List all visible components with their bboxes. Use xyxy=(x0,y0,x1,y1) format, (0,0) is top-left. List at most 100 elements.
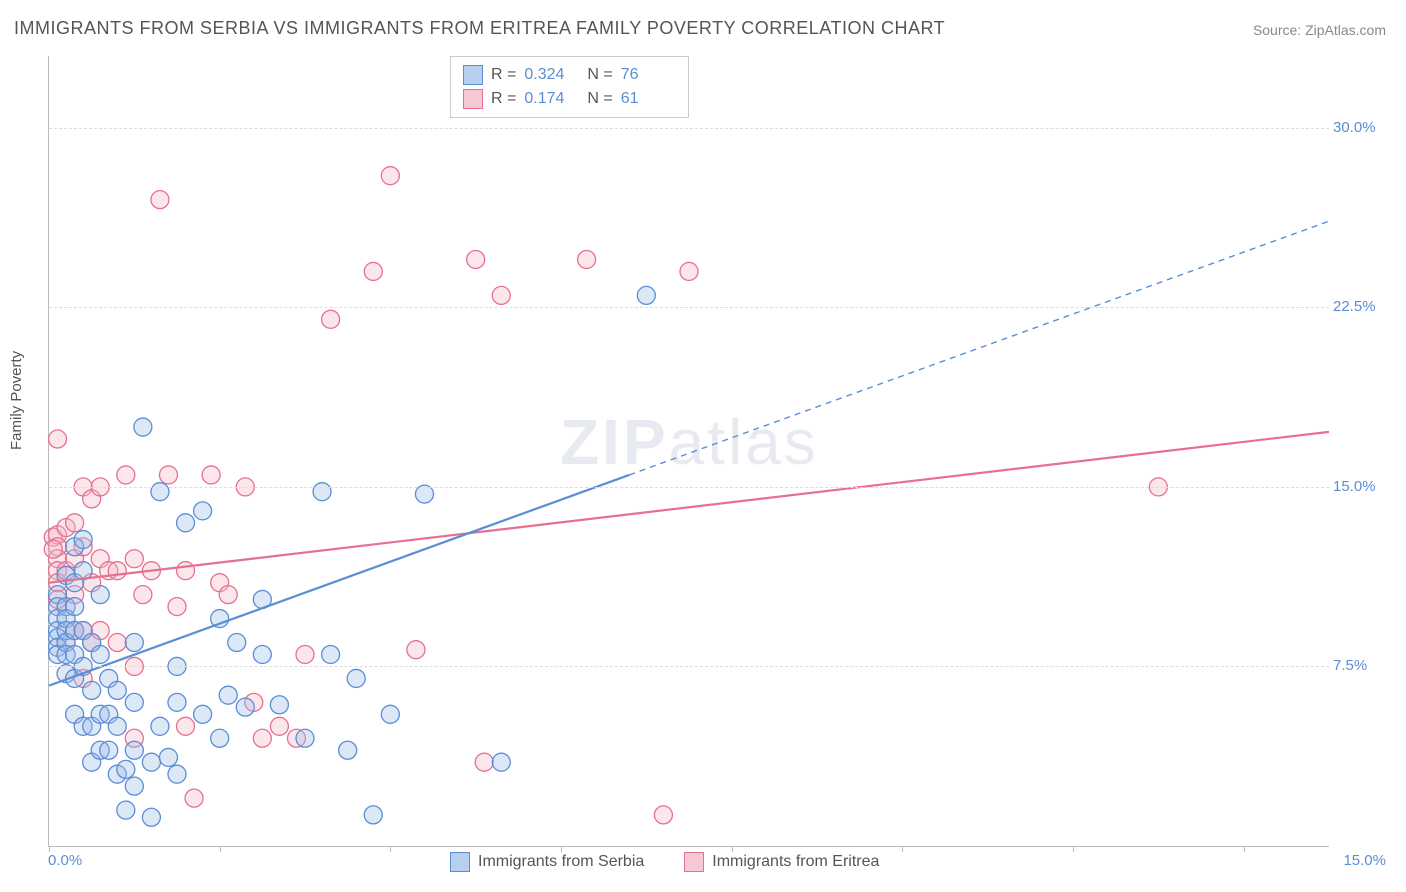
stats-row-serbia: R = 0.324 N = 76 xyxy=(463,63,676,87)
data-point xyxy=(134,418,152,436)
data-point xyxy=(125,634,143,652)
data-point xyxy=(253,729,271,747)
data-point xyxy=(134,586,152,604)
data-point xyxy=(168,598,186,616)
data-point xyxy=(66,598,84,616)
gridline xyxy=(49,666,1329,667)
data-point xyxy=(296,729,314,747)
data-point xyxy=(108,717,126,735)
regression-line-dashed xyxy=(629,221,1329,475)
data-point xyxy=(194,705,212,723)
data-point xyxy=(194,502,212,520)
data-point xyxy=(381,167,399,185)
x-tick-mark xyxy=(902,846,903,852)
legend-item-serbia: Immigrants from Serbia xyxy=(450,852,644,872)
y-tick-label: 22.5% xyxy=(1333,298,1393,315)
data-point xyxy=(117,466,135,484)
data-point xyxy=(159,748,177,766)
x-tick-mark xyxy=(220,846,221,852)
data-point xyxy=(66,514,84,532)
r-label: R = xyxy=(491,87,516,111)
data-point xyxy=(253,645,271,663)
n-label: N = xyxy=(587,63,612,87)
data-point xyxy=(83,681,101,699)
data-point xyxy=(339,741,357,759)
swatch-pink-icon xyxy=(684,852,704,872)
legend-item-eritrea: Immigrants from Eritrea xyxy=(684,852,879,872)
stats-legend: R = 0.324 N = 76 R = 0.174 N = 61 xyxy=(450,56,689,118)
data-point xyxy=(364,262,382,280)
data-point xyxy=(654,806,672,824)
data-point xyxy=(159,466,177,484)
x-tick-end: 15.0% xyxy=(1343,852,1386,869)
data-point xyxy=(202,466,220,484)
data-point xyxy=(142,808,160,826)
data-point xyxy=(637,286,655,304)
data-point xyxy=(177,514,195,532)
chart-container: IMMIGRANTS FROM SERBIA VS IMMIGRANTS FRO… xyxy=(0,0,1406,892)
data-point xyxy=(185,789,203,807)
data-point xyxy=(467,250,485,268)
data-point xyxy=(475,753,493,771)
data-point xyxy=(168,693,186,711)
data-point xyxy=(125,741,143,759)
gridline xyxy=(49,128,1329,129)
data-point xyxy=(74,531,92,549)
x-tick-mark xyxy=(1244,846,1245,852)
data-point xyxy=(91,586,109,604)
data-point xyxy=(177,562,195,580)
data-point xyxy=(125,550,143,568)
eritrea-label: Immigrants from Eritrea xyxy=(712,853,879,871)
serbia-n-value: 76 xyxy=(621,63,676,87)
x-tick-mark xyxy=(390,846,391,852)
gridline xyxy=(49,307,1329,308)
data-point xyxy=(125,693,143,711)
data-point xyxy=(168,765,186,783)
data-point xyxy=(108,562,126,580)
source-label: Source: ZipAtlas.com xyxy=(1253,22,1386,38)
data-point xyxy=(364,806,382,824)
gridline xyxy=(49,487,1329,488)
x-tick-start: 0.0% xyxy=(48,852,82,869)
data-point xyxy=(100,741,118,759)
data-point xyxy=(270,696,288,714)
scatter-plot-svg xyxy=(49,56,1329,846)
data-point xyxy=(177,717,195,735)
y-tick-label: 15.0% xyxy=(1333,478,1393,495)
r-label: R = xyxy=(491,63,516,87)
serbia-r-value: 0.324 xyxy=(524,63,579,87)
data-point xyxy=(296,645,314,663)
data-point xyxy=(117,760,135,778)
data-point xyxy=(117,801,135,819)
data-point xyxy=(347,669,365,687)
plot-area: 7.5%15.0%22.5%30.0% xyxy=(48,56,1329,847)
x-tick-mark xyxy=(1073,846,1074,852)
data-point xyxy=(108,681,126,699)
y-tick-label: 30.0% xyxy=(1333,119,1393,136)
data-point xyxy=(151,483,169,501)
data-point xyxy=(270,717,288,735)
data-point xyxy=(219,586,237,604)
regression-line xyxy=(49,432,1329,583)
data-point xyxy=(381,705,399,723)
data-point xyxy=(108,634,126,652)
serbia-label: Immigrants from Serbia xyxy=(478,853,644,871)
data-point xyxy=(578,250,596,268)
data-point xyxy=(313,483,331,501)
data-point xyxy=(44,540,62,558)
n-label: N = xyxy=(587,87,612,111)
data-point xyxy=(49,430,67,448)
y-axis-label: Family Poverty xyxy=(8,351,25,450)
data-point xyxy=(492,753,510,771)
swatch-blue-icon xyxy=(450,852,470,872)
eritrea-n-value: 61 xyxy=(621,87,676,111)
data-point xyxy=(236,698,254,716)
data-point xyxy=(407,641,425,659)
y-tick-label: 7.5% xyxy=(1333,657,1393,674)
chart-title: IMMIGRANTS FROM SERBIA VS IMMIGRANTS FRO… xyxy=(14,18,945,39)
data-point xyxy=(211,729,229,747)
series-legend: Immigrants from Serbia Immigrants from E… xyxy=(450,852,879,872)
data-point xyxy=(219,686,237,704)
data-point xyxy=(322,310,340,328)
data-point xyxy=(151,717,169,735)
